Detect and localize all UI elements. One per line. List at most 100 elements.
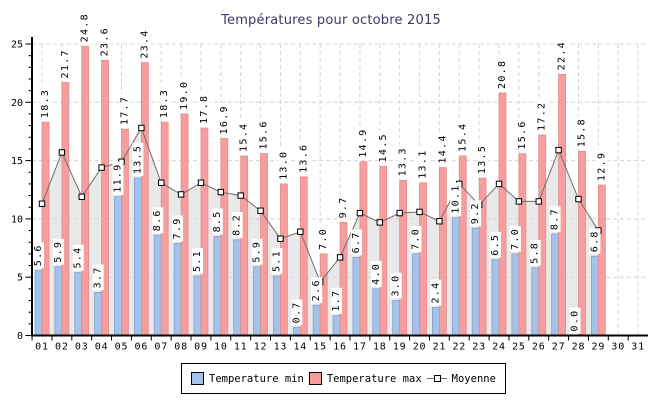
bar-label-min-03-box	[72, 244, 84, 271]
bar-max-11	[240, 155, 249, 336]
bar-min-01	[34, 269, 43, 336]
bar-label-max-21-box	[437, 132, 449, 166]
bar-label-min-22: 10.1	[450, 184, 461, 213]
x-tick-label-15: 15	[313, 342, 327, 353]
bar-max-18	[379, 166, 388, 336]
x-tick-label-11: 11	[234, 342, 248, 353]
x-tick-label-17: 17	[353, 342, 367, 353]
bar-label-max-23: 13.5	[477, 145, 488, 174]
moyenne-marker-04	[98, 164, 105, 171]
bar-min-07	[153, 234, 162, 336]
x-tick-label-23: 23	[472, 342, 486, 353]
bar-label-max-16-box	[338, 194, 350, 221]
x-tick-label-07: 07	[154, 342, 168, 353]
x-tick-label-03: 03	[75, 342, 89, 353]
bar-label-max-29: 12.9	[596, 152, 607, 181]
bar-label-max-06-box	[139, 27, 151, 61]
bar-label-max-06: 23.4	[139, 29, 150, 58]
bar-label-min-27: 8.7	[550, 208, 561, 230]
bar-label-max-03: 24.8	[80, 13, 91, 42]
bar-label-min-06: 13.5	[132, 145, 143, 174]
moyenne-marker-21	[436, 218, 443, 225]
bar-min-25	[511, 253, 520, 336]
bar-label-max-28: 15.8	[576, 118, 587, 147]
bar-label-max-11: 15.4	[239, 123, 250, 152]
x-tick-label-20: 20	[413, 342, 427, 353]
bar-label-max-10-box	[218, 103, 230, 137]
bar-max-20	[419, 182, 427, 336]
bar-min-11	[233, 239, 242, 336]
bar-label-max-05-box	[119, 93, 131, 128]
bar-label-max-02: 21.7	[60, 49, 71, 78]
bar-label-max-27: 22.4	[557, 41, 568, 70]
bar-label-max-17: 14.9	[358, 128, 369, 157]
bar-label-min-18-box	[370, 260, 382, 287]
legend-moyenne-label: Moyenne	[451, 372, 496, 385]
bar-min-09	[193, 275, 202, 336]
bar-label-min-04: 3.7	[93, 266, 104, 288]
moyenne-marker-17	[356, 209, 364, 217]
x-tick-label-26: 26	[532, 342, 546, 353]
bar-label-max-22-box	[457, 120, 469, 154]
bar-label-min-28-box	[569, 307, 581, 334]
x-tick-label-12: 12	[254, 342, 268, 353]
bar-label-min-17: 6.7	[351, 231, 362, 253]
bar-label-max-09-box	[198, 92, 210, 126]
x-tick-label-22: 22	[452, 342, 466, 353]
bar-label-max-14: 13.6	[298, 144, 309, 173]
bar-label-max-07: 18.3	[159, 89, 170, 118]
bar-label-min-08: 7.9	[172, 217, 183, 239]
moyenne-marker-20	[416, 208, 423, 216]
x-tick-label-08: 08	[174, 342, 188, 353]
x-tick-label-28: 28	[572, 342, 586, 353]
bar-label-min-02-box	[52, 238, 64, 265]
x-tick-label-24: 24	[492, 342, 506, 353]
bar-label-min-01-box	[33, 242, 44, 269]
bar-label-max-02-box	[59, 47, 71, 81]
bar-min-26	[531, 267, 540, 336]
bar-label-max-10: 16.9	[219, 105, 230, 134]
bar-max-29	[597, 184, 606, 336]
x-tick-label-04: 04	[95, 342, 109, 353]
bar-label-min-26-box	[529, 239, 541, 266]
y-tick-label-20: 20	[11, 98, 23, 109]
x-tick-label-13: 13	[274, 342, 288, 353]
bar-min-02	[54, 266, 63, 336]
moyenne-marker-18	[376, 219, 383, 226]
x-tick-label-01: 01	[35, 342, 49, 353]
moyenne-marker-12	[257, 207, 264, 214]
bar-label-max-19: 13.3	[398, 147, 409, 176]
bar-label-max-01-box	[40, 86, 51, 121]
bar-label-max-15-box	[318, 225, 330, 252]
bar-label-max-20-box	[417, 147, 429, 181]
bar-max-10	[220, 138, 229, 336]
bar-label-min-04-box	[92, 264, 104, 291]
bar-label-min-06-box	[132, 142, 144, 177]
x-tick-label-02: 02	[55, 342, 69, 353]
bar-label-max-17-box	[357, 126, 369, 160]
bar-label-min-15-box	[311, 277, 323, 304]
bar-label-min-12: 5.9	[252, 241, 263, 263]
bar-label-min-26: 5.8	[530, 242, 541, 264]
chart-title: Températures pour octobre 2015	[221, 13, 441, 28]
bar-label-min-09: 5.1	[192, 250, 203, 272]
moyenne-marker-24	[495, 180, 503, 188]
moyenne-marker-09	[197, 179, 205, 186]
legend-min-swatch	[191, 372, 204, 385]
x-tick-label-25: 25	[512, 342, 526, 353]
bar-label-min-14-box	[291, 299, 303, 326]
bar-max-09	[200, 127, 209, 336]
bar-label-max-16: 9.7	[338, 196, 349, 218]
bar-label-min-01: 5.6	[33, 244, 44, 266]
moyenne-marker-03	[78, 193, 85, 200]
bar-label-max-27-box	[556, 39, 568, 73]
bar-label-min-13: 5.1	[271, 250, 282, 272]
bar-label-min-16: 1.7	[331, 290, 342, 312]
bar-label-max-08-box	[179, 78, 191, 112]
bar-label-min-15: 2.6	[311, 279, 322, 301]
x-tick-label-18: 18	[373, 342, 387, 353]
bar-label-min-19: 3.0	[391, 275, 402, 297]
moyenne-marker-01	[38, 200, 46, 207]
bar-label-max-28-box	[576, 116, 588, 150]
